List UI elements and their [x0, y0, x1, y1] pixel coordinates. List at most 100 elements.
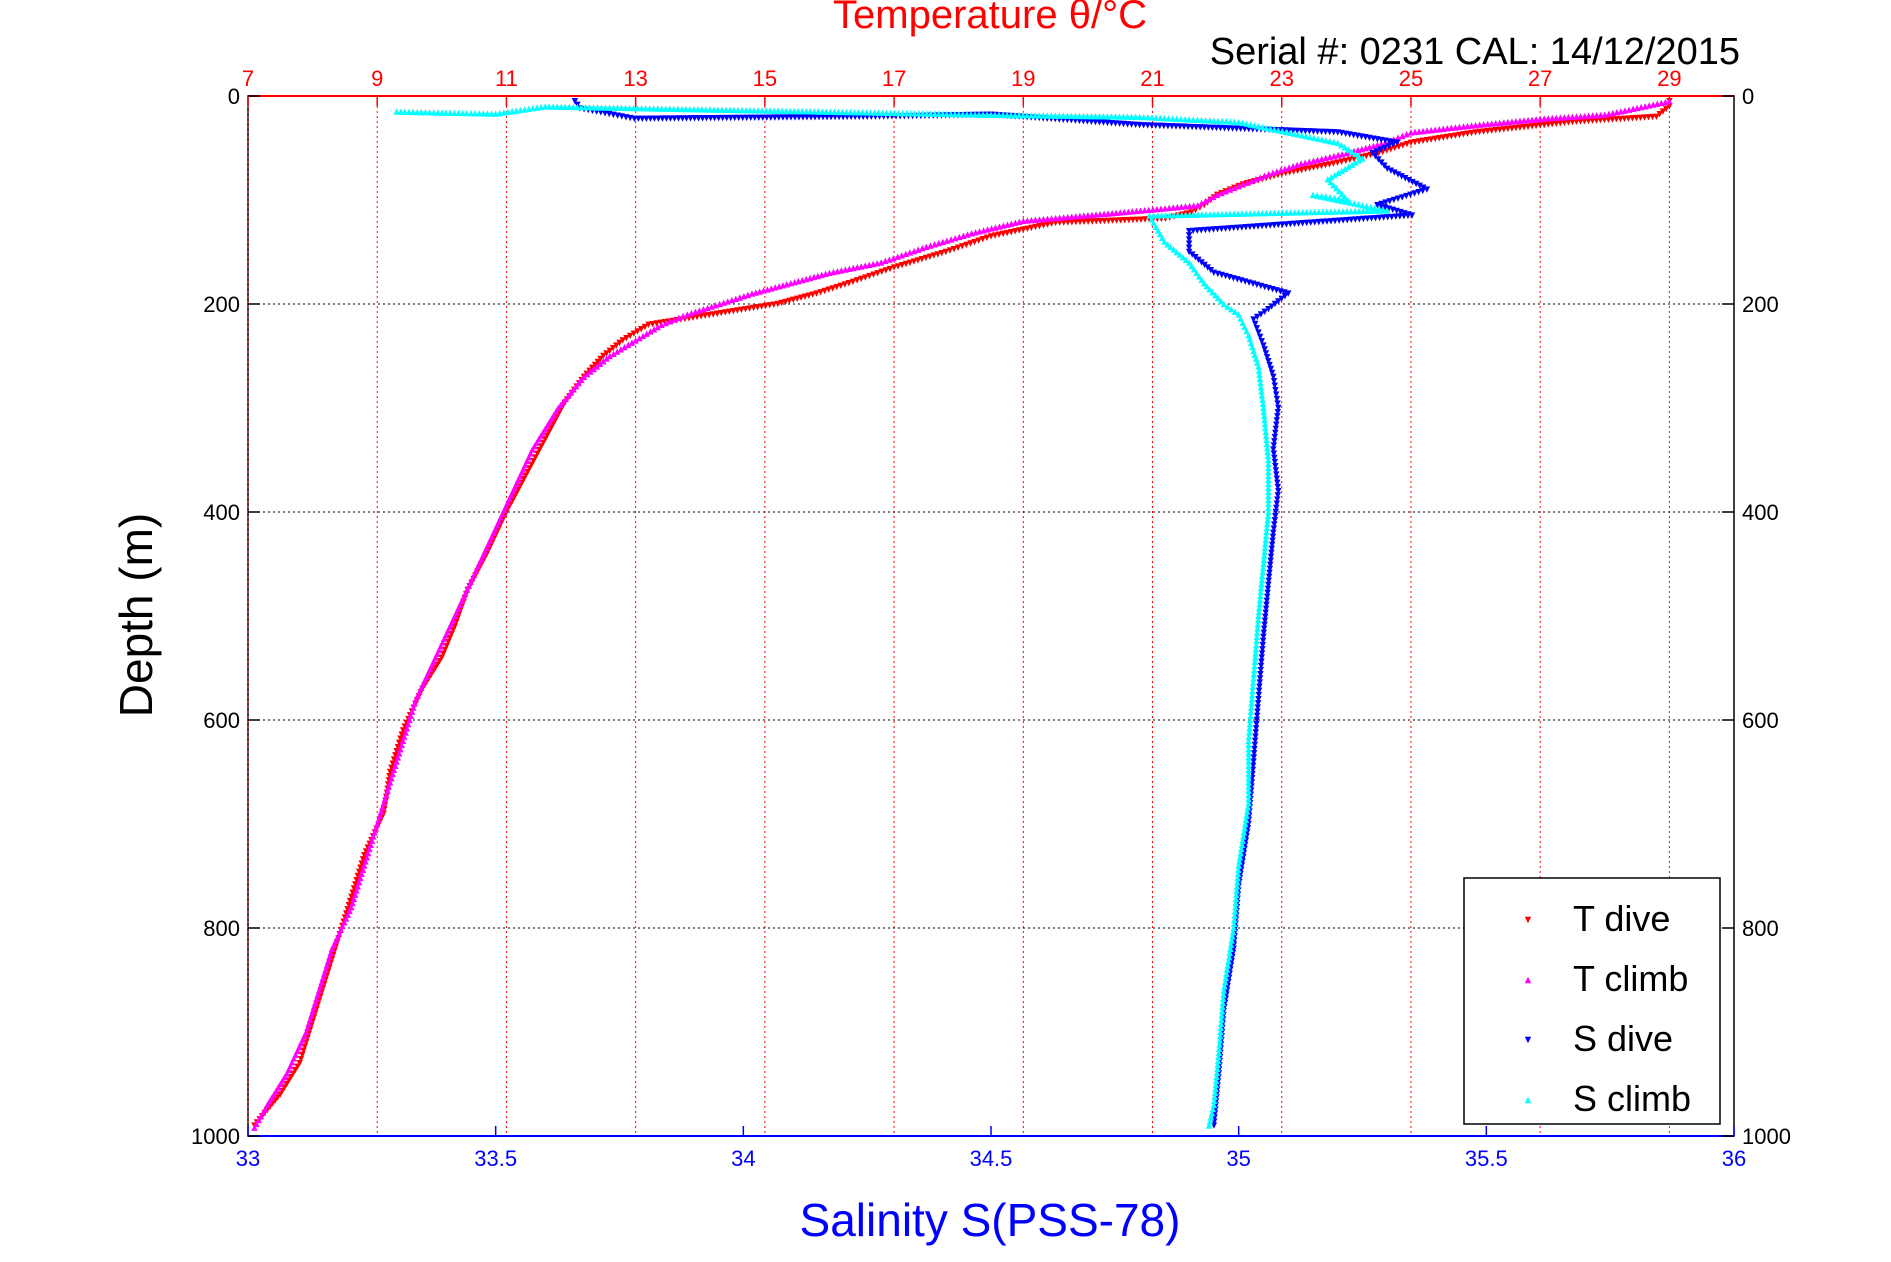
data-point: [1056, 112, 1063, 119]
data-point: [1215, 1053, 1222, 1060]
data-point: [390, 756, 398, 763]
data-point: [1512, 118, 1520, 125]
data-point: [1164, 241, 1171, 248]
data-point: [1250, 675, 1257, 682]
data-point: [778, 107, 786, 115]
temp-tick-label: 11: [495, 66, 518, 91]
data-point: [1452, 124, 1459, 131]
data-point: [1246, 729, 1253, 736]
data-point: [1367, 203, 1374, 211]
data-point: [811, 114, 819, 121]
data-point: [1185, 232, 1193, 239]
data-point: [1348, 148, 1356, 155]
data-point: [1331, 171, 1338, 179]
data-point: [590, 365, 597, 373]
data-point: [1020, 217, 1027, 224]
data-point: [875, 109, 882, 116]
data-point: [1116, 113, 1123, 120]
data-point: [1363, 207, 1371, 215]
data-point: [1335, 187, 1343, 195]
data-point: [1303, 208, 1310, 216]
data-point: [975, 111, 983, 118]
data-point: [1212, 1077, 1220, 1084]
data-point: [1257, 662, 1265, 670]
data-point: [528, 461, 535, 468]
data-point: [471, 110, 479, 117]
data-point: [1249, 762, 1257, 769]
data-point: [1243, 812, 1250, 819]
data-point: [1258, 392, 1266, 399]
top-axis-title: Temperature θ/°C: [833, 0, 1147, 37]
data-point: [524, 468, 531, 476]
data-point: [1254, 704, 1262, 711]
data-point: [1035, 112, 1043, 119]
data-point: [610, 350, 617, 357]
data-point: [361, 852, 368, 859]
data-point: [963, 111, 971, 118]
data-point: [1206, 211, 1214, 218]
data-point: [835, 113, 843, 121]
data-point: [775, 114, 783, 121]
data-point: [1217, 297, 1225, 305]
salinity-tick-label: 34: [731, 1146, 755, 1171]
data-point: [960, 232, 967, 239]
data-point: [1229, 933, 1236, 940]
depth-tick-label-right: 200: [1742, 292, 1779, 317]
data-point: [858, 263, 865, 270]
data-point: [847, 108, 854, 116]
data-point: [1206, 195, 1213, 203]
data-point: [1236, 858, 1243, 865]
data-point: [386, 768, 394, 776]
data-point: [1265, 500, 1272, 508]
data-point: [1140, 113, 1147, 121]
data-point: [1265, 573, 1273, 580]
data-point: [1398, 173, 1405, 180]
data-point: [731, 114, 738, 122]
data-point: [1287, 209, 1294, 216]
data-point: [1212, 1085, 1219, 1092]
data-point: [1341, 165, 1349, 172]
data-point: [862, 262, 869, 269]
temp-tick-label: 15: [753, 66, 777, 91]
data-point: [1218, 210, 1226, 218]
depth-tick-label: 200: [203, 292, 240, 317]
data-point: [1096, 211, 1104, 218]
data-point: [1363, 202, 1370, 210]
data-point: [1254, 700, 1262, 707]
data-point: [886, 256, 893, 263]
data-point: [699, 115, 706, 122]
data-point: [1380, 207, 1387, 214]
data-point: [441, 646, 449, 653]
data-point: [712, 302, 719, 309]
data-point: [734, 106, 742, 114]
data-point: [1256, 600, 1263, 608]
data-point: [1274, 400, 1281, 407]
data-point: [947, 110, 955, 118]
data-point: [795, 107, 802, 115]
data-point: [1211, 1097, 1218, 1104]
data-point: [1162, 212, 1169, 219]
data-point: [1253, 712, 1261, 720]
data-point: [1367, 207, 1375, 214]
data-point: [571, 98, 579, 105]
data-point: [1264, 520, 1271, 528]
data-point: [1182, 203, 1189, 210]
data-point: [1084, 112, 1091, 120]
data-point: [262, 1105, 269, 1112]
temp-tick-label: 7: [242, 66, 254, 91]
data-point: [1250, 666, 1258, 674]
data-point: [659, 115, 666, 122]
data-point: [1157, 205, 1165, 212]
data-point: [488, 110, 495, 117]
data-point: [843, 113, 851, 121]
data-point: [1264, 512, 1272, 520]
data-point: [702, 106, 710, 113]
data-point: [1650, 101, 1657, 108]
data-point: [1528, 116, 1536, 123]
data-point: [1256, 679, 1264, 686]
data-point: [1597, 111, 1604, 119]
data-point: [1261, 308, 1268, 315]
data-point: [1419, 127, 1427, 135]
data-point: [1268, 303, 1275, 310]
